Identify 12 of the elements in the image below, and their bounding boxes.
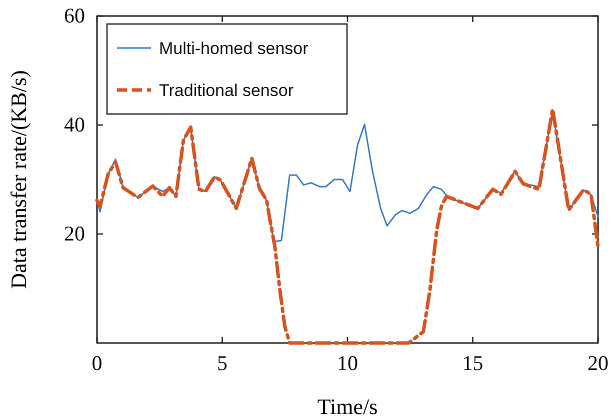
x-tick-label: 15 [462,350,484,375]
x-tick-label: 0 [92,350,102,375]
x-tick-label: 10 [337,350,358,375]
y-axis-title: Data transfer rate/(KB/s) [6,70,31,289]
x-tick-label: 20 [588,350,608,375]
x-tick-label: 5 [217,350,228,375]
legend-label: Multi-homed sensor [159,39,309,58]
y-tick-label: 60 [64,4,85,28]
x-axis-title: Time/s [317,394,378,419]
y-tick-label: 20 [64,222,85,246]
legend-label: Traditional sensor [159,81,294,100]
y-tick-label: 40 [64,112,85,137]
